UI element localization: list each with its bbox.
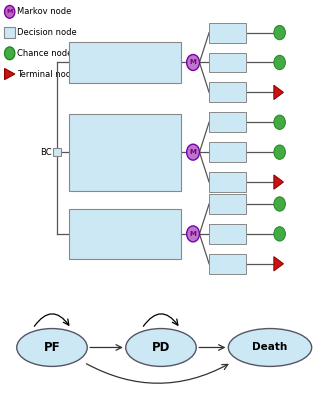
FancyBboxPatch shape [209,194,246,214]
FancyBboxPatch shape [209,23,246,42]
Ellipse shape [126,328,196,366]
Circle shape [274,115,285,130]
FancyBboxPatch shape [209,52,246,72]
Text: PF: PF [223,28,232,37]
Text: Elacestrant
400 mg orally daily;c: Elacestrant 400 mg orally daily;c [100,57,150,68]
Circle shape [274,55,285,70]
Text: Investigator's choice (SoC):
Fulvestrant: 500 mg , IM on C1D1,
C1D15 and  Day 1 : Investigator's choice (SoC): Fulvestrant… [84,122,166,182]
Text: M: M [6,9,13,14]
Text: PD: PD [222,58,233,67]
FancyBboxPatch shape [69,209,181,258]
Text: Terminal node: Terminal node [17,70,77,78]
FancyBboxPatch shape [53,148,61,156]
Polygon shape [274,175,283,189]
Text: M: M [190,149,196,155]
FancyBboxPatch shape [209,224,246,244]
Circle shape [187,226,199,242]
Text: PD: PD [152,341,170,354]
FancyBboxPatch shape [69,42,181,83]
Circle shape [274,197,285,211]
Polygon shape [274,85,283,100]
Text: PD: PD [222,229,233,238]
Text: PF: PF [223,118,232,127]
Circle shape [5,6,15,18]
Text: M: M [190,60,196,66]
Text: Investigator's choice (FUL): 500 mg ,
IM on C1D1, C1D15 and  Day 1 of every
cycl: Investigator's choice (FUL): 500 mg , IM… [78,222,172,246]
FancyBboxPatch shape [209,172,246,192]
Text: BC: BC [40,148,52,157]
Text: Death: Death [216,178,239,186]
Circle shape [274,227,285,241]
FancyBboxPatch shape [209,82,246,102]
FancyBboxPatch shape [209,254,246,274]
Ellipse shape [17,328,87,366]
Text: Decision node: Decision node [17,28,77,37]
Text: Chance node: Chance node [17,49,73,58]
Circle shape [187,144,199,160]
FancyBboxPatch shape [69,114,181,191]
Text: PF: PF [44,341,60,354]
Polygon shape [274,257,283,271]
Ellipse shape [228,328,312,366]
Circle shape [274,145,285,159]
Text: Death: Death [252,342,288,352]
Text: Death: Death [216,259,239,268]
Text: PF: PF [223,200,232,208]
Circle shape [274,26,285,40]
Text: M: M [190,231,196,237]
Text: PD: PD [222,148,233,157]
FancyBboxPatch shape [209,142,246,162]
Text: Markov node: Markov node [17,7,72,16]
Text: Death: Death [216,88,239,97]
Circle shape [187,54,199,70]
FancyBboxPatch shape [209,112,246,132]
Polygon shape [5,68,15,80]
FancyBboxPatch shape [4,28,15,38]
Circle shape [5,47,15,60]
